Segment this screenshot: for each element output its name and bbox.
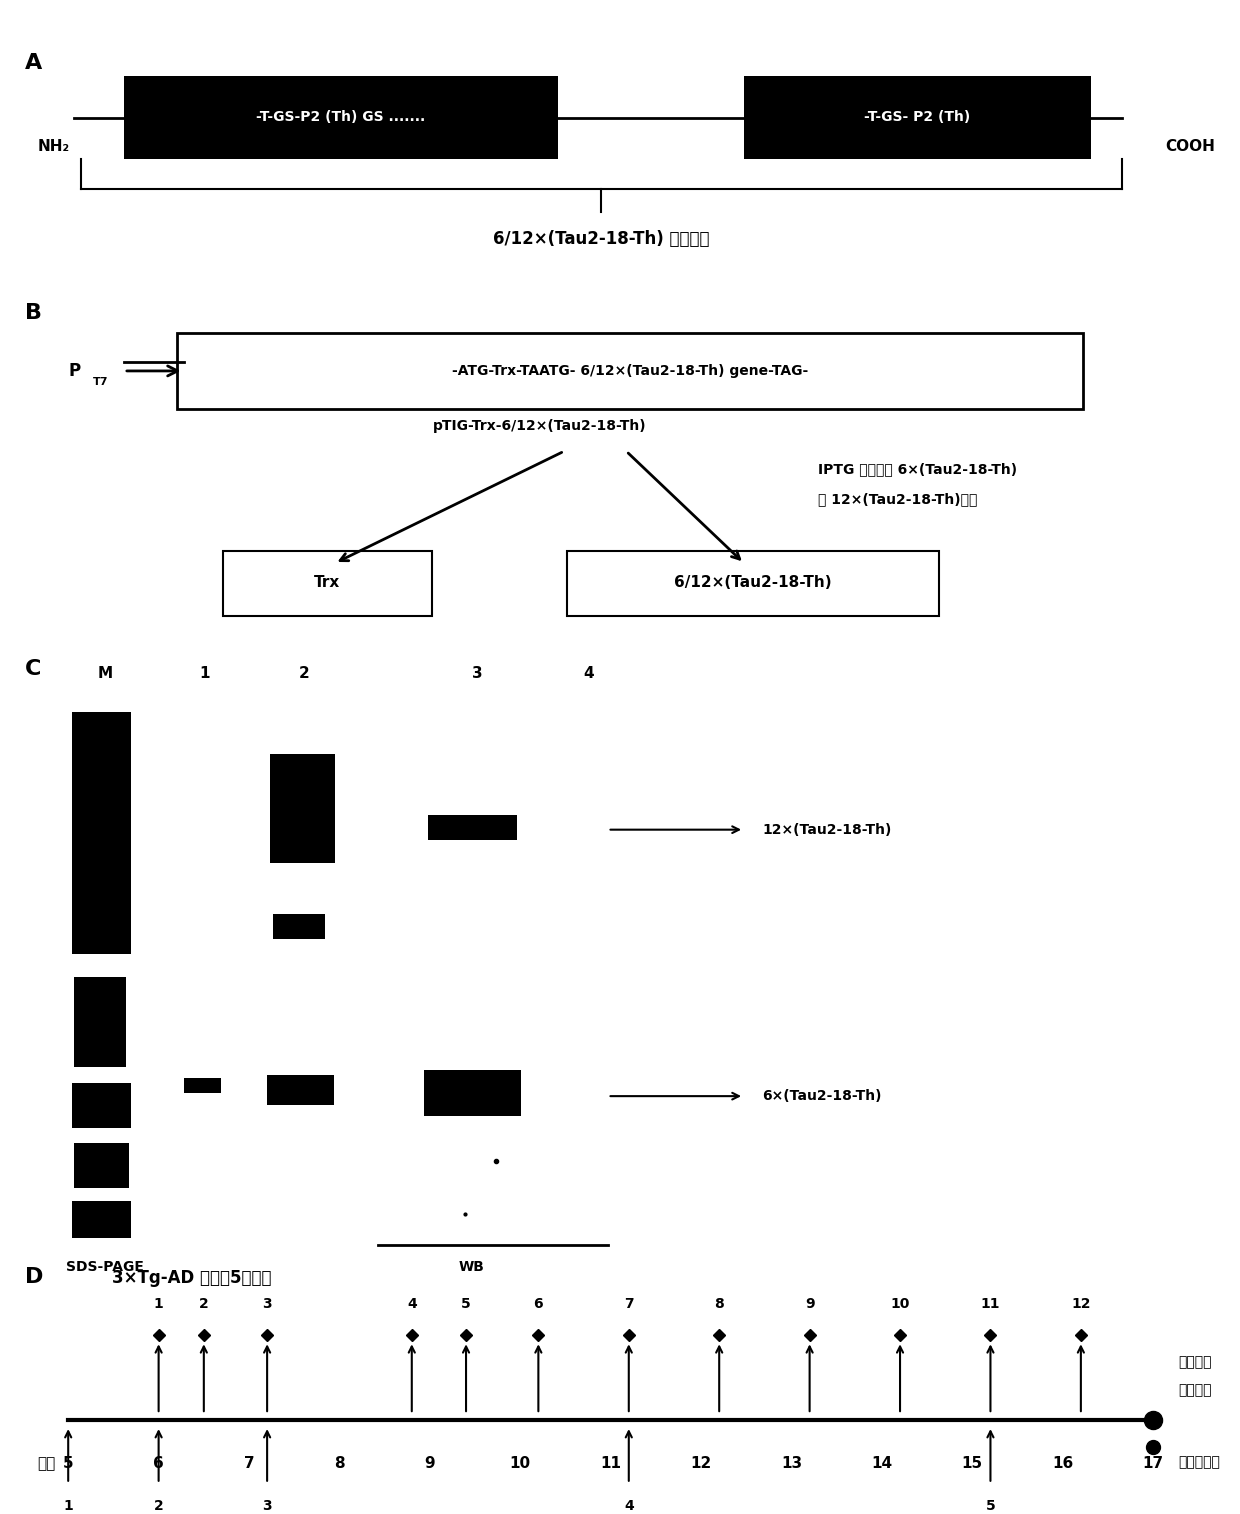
Text: A: A — [25, 53, 42, 73]
Text: 3: 3 — [263, 1499, 272, 1512]
Text: WB: WB — [459, 1260, 484, 1275]
FancyBboxPatch shape — [273, 914, 325, 939]
FancyBboxPatch shape — [428, 815, 517, 840]
FancyBboxPatch shape — [267, 1075, 334, 1105]
Text: -T-GS-P2 (Th) GS .......: -T-GS-P2 (Th) GS ....... — [257, 111, 425, 124]
Text: 1: 1 — [154, 1297, 164, 1311]
Text: 神经病理: 神经病理 — [1178, 1355, 1211, 1370]
Text: 3: 3 — [472, 666, 482, 681]
Text: SDS-PAGE: SDS-PAGE — [67, 1260, 144, 1275]
Text: 14: 14 — [872, 1456, 893, 1472]
Text: 3×Tg-AD 小鼠（5月龄）: 3×Tg-AD 小鼠（5月龄） — [112, 1269, 272, 1287]
Text: 5: 5 — [461, 1297, 471, 1311]
Text: 12: 12 — [1071, 1297, 1091, 1311]
FancyBboxPatch shape — [223, 551, 432, 616]
Text: 2: 2 — [299, 666, 309, 681]
Text: 4: 4 — [584, 666, 594, 681]
Text: Trx: Trx — [314, 575, 341, 590]
Text: M: M — [98, 666, 113, 681]
Text: 指标检测: 指标检测 — [1178, 1382, 1211, 1397]
FancyBboxPatch shape — [424, 1070, 521, 1116]
Text: 13: 13 — [781, 1456, 802, 1472]
FancyBboxPatch shape — [72, 1083, 131, 1128]
Text: -ATG-Trx-TAATG- 6/12×(Tau2-18-Th) gene-TAG-: -ATG-Trx-TAATG- 6/12×(Tau2-18-Th) gene-T… — [451, 363, 808, 378]
Text: 月龄: 月龄 — [37, 1456, 56, 1472]
FancyBboxPatch shape — [74, 1143, 129, 1188]
Text: 2: 2 — [154, 1499, 164, 1512]
Text: 5: 5 — [986, 1499, 996, 1512]
Text: NH₂: NH₂ — [37, 139, 69, 154]
Text: 4: 4 — [624, 1499, 634, 1512]
Text: D: D — [25, 1267, 43, 1287]
Text: 2: 2 — [198, 1297, 208, 1311]
FancyBboxPatch shape — [567, 551, 939, 616]
Text: 8: 8 — [714, 1297, 724, 1311]
Text: 3: 3 — [263, 1297, 272, 1311]
Text: COOH: COOH — [1166, 139, 1215, 154]
Text: T7: T7 — [93, 377, 109, 386]
Text: 1: 1 — [63, 1499, 73, 1512]
Text: 11: 11 — [600, 1456, 621, 1472]
Text: 15: 15 — [962, 1456, 983, 1472]
Text: 7: 7 — [244, 1456, 254, 1472]
Text: 5: 5 — [63, 1456, 73, 1472]
FancyBboxPatch shape — [74, 977, 126, 1067]
Text: C: C — [25, 659, 41, 678]
Text: 17: 17 — [1142, 1456, 1164, 1472]
Text: 12: 12 — [691, 1456, 712, 1472]
FancyBboxPatch shape — [177, 333, 1083, 409]
Text: -T-GS- P2 (Th): -T-GS- P2 (Th) — [864, 111, 971, 124]
Text: 6: 6 — [154, 1456, 164, 1472]
Text: 6/12×(Tau2-18-Th) 结构形式: 6/12×(Tau2-18-Th) 结构形式 — [494, 230, 709, 248]
FancyBboxPatch shape — [72, 1201, 131, 1238]
FancyBboxPatch shape — [270, 754, 335, 863]
Text: 4: 4 — [407, 1297, 417, 1311]
Text: 11: 11 — [981, 1297, 1001, 1311]
FancyBboxPatch shape — [72, 712, 131, 954]
Text: 9: 9 — [424, 1456, 435, 1472]
Text: 12×(Tau2-18-Th): 12×(Tau2-18-Th) — [763, 822, 892, 837]
Text: B: B — [25, 303, 42, 322]
Text: 7: 7 — [624, 1297, 634, 1311]
Text: 9: 9 — [805, 1297, 815, 1311]
FancyBboxPatch shape — [124, 76, 558, 159]
Text: 6: 6 — [533, 1297, 543, 1311]
Text: 1: 1 — [200, 666, 210, 681]
Text: 8: 8 — [334, 1456, 345, 1472]
Text: 6×(Tau2-18-Th): 6×(Tau2-18-Th) — [763, 1089, 882, 1104]
FancyBboxPatch shape — [744, 76, 1091, 159]
FancyBboxPatch shape — [184, 1078, 221, 1093]
Text: 10: 10 — [510, 1456, 531, 1472]
Text: 6/12×(Tau2-18-Th): 6/12×(Tau2-18-Th) — [673, 575, 832, 590]
Text: 16: 16 — [1053, 1456, 1074, 1472]
Text: 行为学评价: 行为学评价 — [1178, 1455, 1220, 1470]
Text: pTIG-Trx-6/12×(Tau2-18-Th): pTIG-Trx-6/12×(Tau2-18-Th) — [433, 419, 646, 433]
Text: 和 12×(Tau2-18-Th)表达: 和 12×(Tau2-18-Th)表达 — [818, 492, 978, 506]
Text: IPTG 诱导重组 6×(Tau2-18-Th): IPTG 诱导重组 6×(Tau2-18-Th) — [818, 462, 1018, 475]
Text: 10: 10 — [890, 1297, 910, 1311]
Text: P: P — [68, 362, 81, 380]
